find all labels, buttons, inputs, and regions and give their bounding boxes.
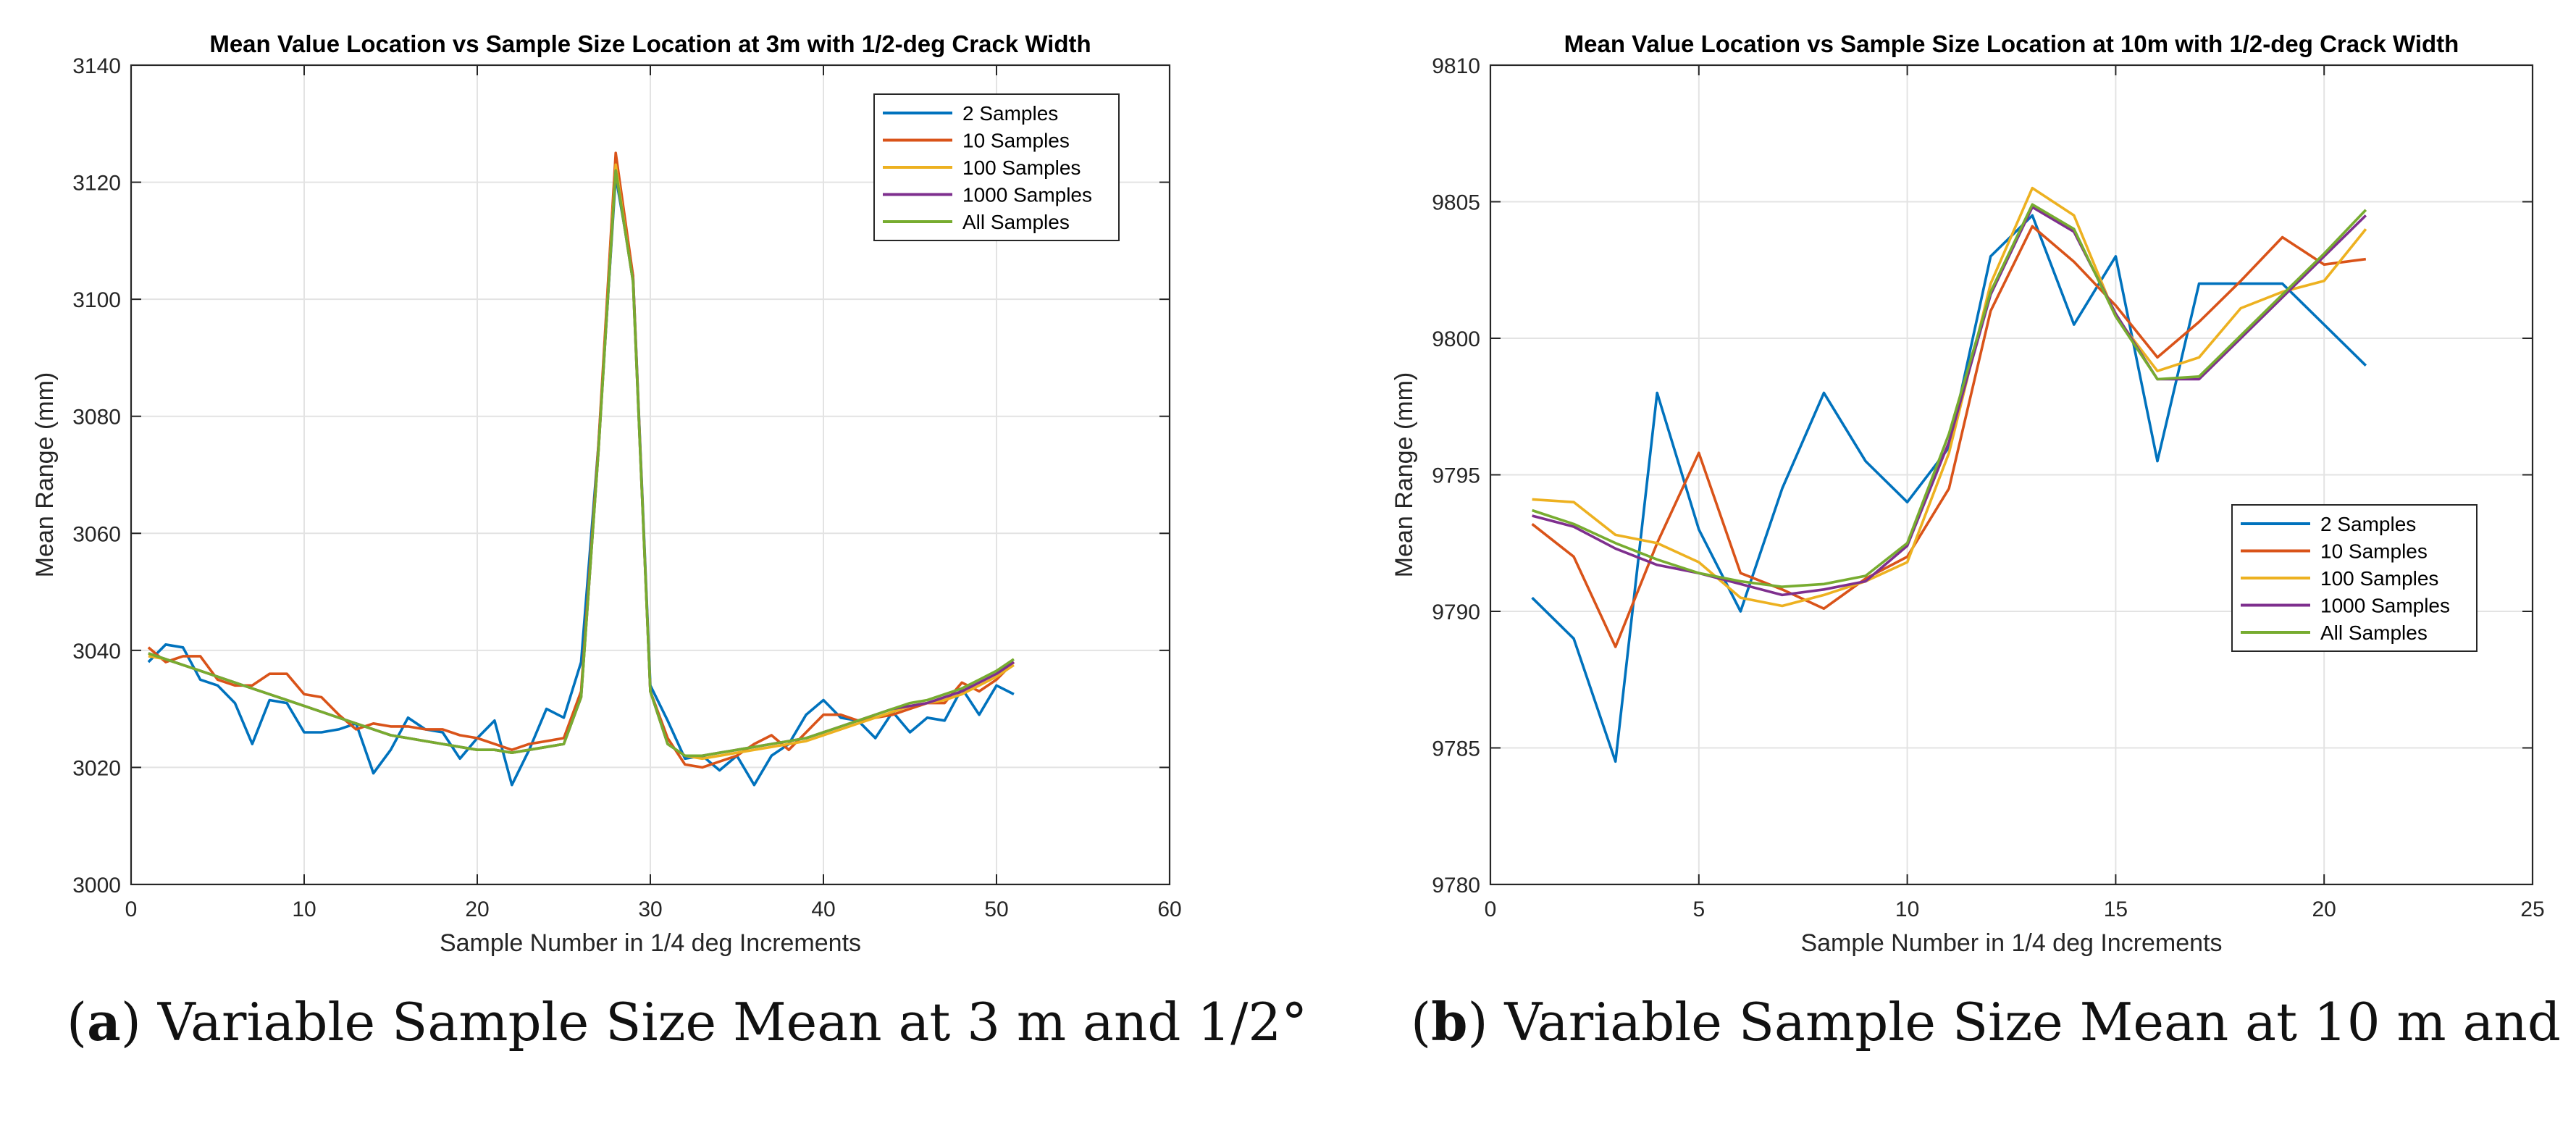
caption-b-letter: b	[1431, 991, 1468, 1052]
legend: 2 Samples 10 Samples 100 Samples 1000 Samp…	[873, 93, 1120, 241]
y-tick-label: 3040	[72, 640, 121, 664]
legend-label-1: 2 Samples	[2320, 513, 2416, 535]
legend-label-4: 1000 Samples	[962, 184, 1092, 206]
x-tick-label: 15	[2104, 897, 2128, 921]
x-tick-label: 60	[1157, 897, 1181, 921]
series-line-2	[1531, 225, 2367, 648]
legend-label-2: 10 Samples	[962, 130, 1070, 152]
legend-label-1: 2 Samples	[962, 102, 1058, 125]
y-tick-label: 9805	[1432, 191, 1480, 215]
chart-b: 0 5 10 15 20 25 9780 9785 9790 9795 9800 9805 9810 Me…	[1390, 30, 2545, 957]
legend-label-4: 1000 Samples	[2320, 595, 2450, 617]
caption-a: (a) Variable Sample Size Mean at 3 m and…	[67, 991, 1308, 1052]
chart-a: 0 10 20 30 40 50 60300030203040306030803100312…	[31, 30, 1182, 957]
y-tick-label: 9785	[1432, 737, 1480, 761]
y-axis-label: Mean Range (mm)	[1390, 372, 1418, 577]
x-tick-label: 0	[125, 897, 138, 921]
x-tick-label: 10	[1895, 897, 1919, 921]
caption-b: (b) Variable Sample Size Mean at 10 m an…	[1411, 991, 2576, 1052]
chart-title: Mean Value Location vs Sample Size Locat…	[209, 30, 1091, 57]
legend-label-5: All Samples	[2320, 622, 2428, 644]
legend-label-3: 100 Samples	[2320, 567, 2438, 590]
legend-label-2: 10 Samples	[2320, 540, 2428, 563]
x-tick-label: 25	[2520, 897, 2544, 921]
y-tick-label: 3020	[72, 756, 121, 780]
y-tick-label: 3100	[72, 288, 121, 312]
x-tick-label: 20	[465, 897, 489, 921]
y-tick-label: 3080	[72, 406, 121, 430]
caption-a-letter: a	[87, 991, 121, 1052]
legend-label-3: 100 Samples	[962, 156, 1081, 179]
y-tick-label: 9800	[1432, 327, 1480, 351]
x-axis-label: Sample Number in 1/4 deg Increments	[440, 929, 861, 957]
x-tick-label: 50	[984, 897, 1008, 921]
x-tick-label: 30	[638, 897, 662, 921]
series-line-4	[1532, 206, 2367, 597]
chart-title: Mean Value Location vs Sample Size Locat…	[1564, 30, 2459, 57]
x-tick-label: 0	[1485, 897, 1497, 921]
series-line-5	[1532, 203, 2367, 588]
x-tick-label: 10	[292, 897, 316, 921]
y-axis-label: Mean Range (mm)	[31, 372, 59, 577]
y-tick-label: 3060	[72, 522, 121, 546]
series-line-3	[1532, 186, 2367, 608]
x-tick-label: 5	[1692, 897, 1705, 921]
y-tick-label: 9810	[1432, 54, 1480, 78]
y-tick-label: 9780	[1432, 874, 1480, 897]
x-axis-label: Sample Number in 1/4 deg Increments	[1800, 929, 2222, 957]
x-tick-label: 20	[2312, 897, 2336, 921]
legend: 2 Samples 10 Samples 100 Samples 1000 Samp…	[2231, 504, 2478, 652]
y-tick-label: 3000	[72, 874, 121, 897]
y-tick-label: 3140	[72, 54, 121, 78]
x-tick-label: 40	[811, 897, 835, 921]
series-line-5	[148, 169, 1015, 758]
series-line-1	[147, 175, 1015, 787]
legend-label-5: All Samples	[962, 211, 1070, 233]
y-tick-label: 9795	[1432, 464, 1480, 488]
y-tick-label: 3120	[72, 172, 121, 196]
y-tick-label: 9790	[1432, 600, 1480, 624]
